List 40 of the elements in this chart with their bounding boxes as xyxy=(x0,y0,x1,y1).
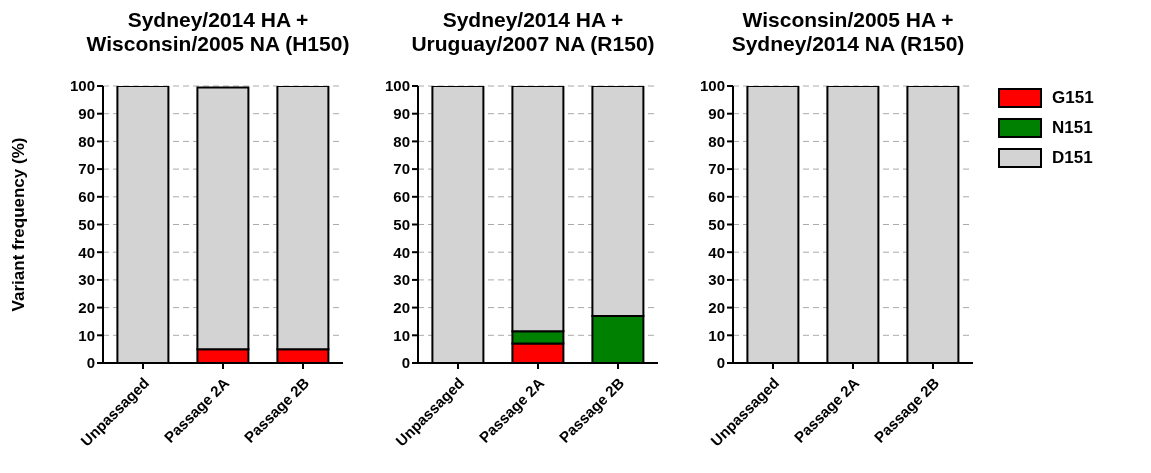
legend-label: G151 xyxy=(1052,88,1094,108)
y-tick-label: 0 xyxy=(716,354,725,372)
chart-title: Sydney/2014 HA + Uruguay/2007 NA (R150) xyxy=(410,8,656,56)
y-tick-label: 50 xyxy=(393,215,410,233)
legend-label: N151 xyxy=(1052,118,1093,138)
y-tick-label: 40 xyxy=(708,243,725,261)
y-tick-label: 10 xyxy=(393,326,410,344)
y-axis-title: Variant frequency (%) xyxy=(9,137,29,312)
y-tick-label: 100 xyxy=(69,77,95,95)
y-tick-label: 60 xyxy=(708,188,725,206)
y-tick-label: 60 xyxy=(78,188,95,206)
y-tick-label: 90 xyxy=(393,105,410,123)
y-tick-label: 100 xyxy=(699,77,725,95)
legend-label: D151 xyxy=(1052,148,1093,168)
y-tick-label: 70 xyxy=(78,160,95,178)
y-tick-label: 40 xyxy=(393,243,410,261)
y-tick-label: 60 xyxy=(393,188,410,206)
y-tick-label: 100 xyxy=(384,77,410,95)
y-tick-label: 20 xyxy=(78,298,95,316)
y-tick-label: 80 xyxy=(78,132,95,150)
y-tick-label: 30 xyxy=(78,271,95,289)
y-tick-label: 20 xyxy=(708,298,725,316)
y-tick-label: 50 xyxy=(78,215,95,233)
y-tick-label: 80 xyxy=(393,132,410,150)
y-tick-label: 20 xyxy=(393,298,410,316)
y-tick-label: 10 xyxy=(708,326,725,344)
y-tick-label: 50 xyxy=(708,215,725,233)
chart-title: Sydney/2014 HA + Wisconsin/2005 NA (H150) xyxy=(85,8,351,56)
y-tick-label: 30 xyxy=(393,271,410,289)
y-tick-label: 70 xyxy=(393,160,410,178)
y-tick-label: 80 xyxy=(708,132,725,150)
chart-title: Wisconsin/2005 HA + Sydney/2014 NA (R150) xyxy=(730,8,966,56)
y-tick-label: 0 xyxy=(401,354,410,372)
y-tick-label: 10 xyxy=(78,326,95,344)
y-tick-label: 90 xyxy=(78,105,95,123)
y-tick-label: 70 xyxy=(708,160,725,178)
y-tick-label: 90 xyxy=(708,105,725,123)
y-tick-label: 0 xyxy=(86,354,95,372)
y-tick-label: 40 xyxy=(78,243,95,261)
y-tick-label: 30 xyxy=(708,271,725,289)
